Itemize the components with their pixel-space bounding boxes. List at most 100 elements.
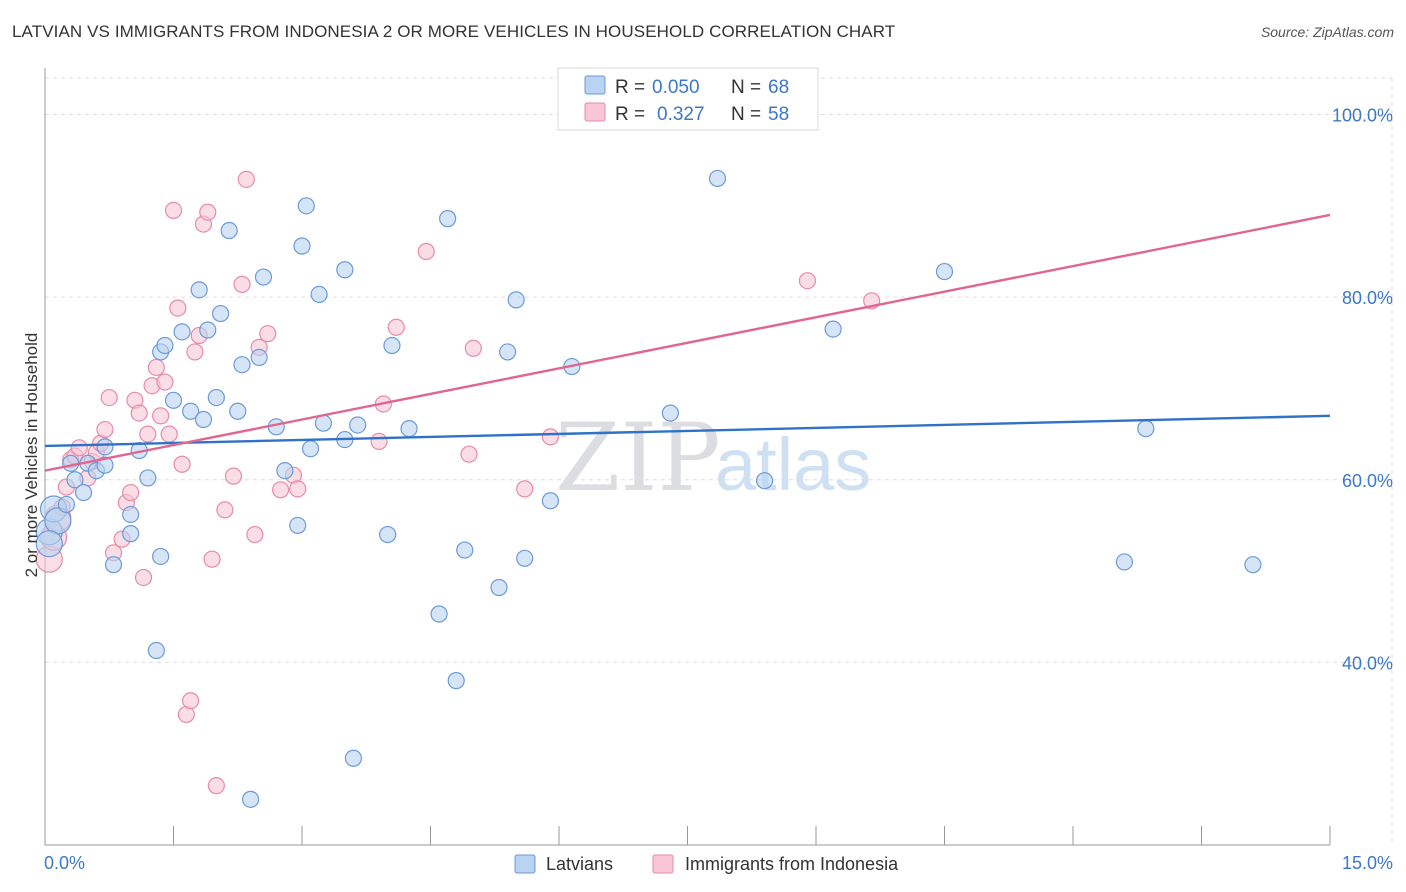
point-indonesia-50 [387, 318, 405, 336]
point-indonesia-44 [259, 325, 277, 343]
point-latvians-45 [349, 416, 367, 434]
point-indonesia-56 [798, 272, 817, 290]
point-latvians-5 [66, 471, 84, 489]
point-latvians-53 [490, 578, 508, 597]
x-tick-labels: 0.0% 15.0% [44, 853, 1393, 873]
point-latvians-64 [1115, 553, 1134, 571]
point-latvians-51 [447, 672, 465, 690]
x-tick-label-0: 0.0% [44, 853, 85, 873]
point-latvians-9 [96, 438, 114, 456]
point-latvians-37 [293, 237, 311, 255]
bottom-legend-swatch-latvians [514, 854, 536, 874]
point-indonesia-36 [203, 550, 221, 568]
point-indonesia-24 [152, 407, 170, 425]
point-indonesia-29 [173, 455, 191, 473]
point-latvians-38 [297, 197, 315, 215]
point-latvians-27 [212, 304, 230, 323]
point-latvians-32 [250, 348, 268, 367]
legend-r-value-latvians: 0.050 [652, 77, 700, 98]
point-indonesia-12 [96, 420, 114, 439]
point-latvians-44 [344, 749, 362, 767]
point-latvians-35 [276, 462, 294, 480]
y-tick-label-1: 60.0% [1342, 471, 1393, 491]
point-indonesia-26 [160, 425, 178, 443]
point-indonesia-54 [516, 480, 534, 498]
legend-r-value-indonesia: 0.327 [657, 104, 705, 125]
legend-n-label-indonesia: N = [731, 104, 761, 125]
point-latvians-10 [96, 456, 114, 474]
point-latvians-24 [194, 410, 213, 429]
point-latvians-40 [310, 285, 328, 304]
point-indonesia-37 [207, 777, 225, 795]
y-tick-label-0: 40.0% [1342, 653, 1393, 673]
bottom-legend-latvians: Latvians [546, 854, 613, 874]
point-indonesia-23 [147, 358, 165, 377]
point-latvians-21 [173, 323, 191, 341]
trend-line-latvians [44, 414, 1331, 448]
point-indonesia-21 [139, 425, 157, 443]
point-latvians-39 [301, 440, 320, 458]
point-indonesia-35 [199, 203, 217, 221]
legend-r-label-latvians: R = [615, 77, 645, 98]
point-indonesia-51 [417, 242, 435, 261]
point-indonesia-55 [541, 428, 560, 446]
point-indonesia-20 [134, 568, 153, 587]
point-latvians-55 [507, 291, 525, 309]
point-latvians-28 [220, 221, 238, 240]
point-indonesia-39 [224, 467, 243, 485]
point-latvians-65 [1137, 420, 1155, 438]
series-legend: Latvians Immigrants from Indonesia [514, 854, 899, 874]
y-tick-labels: 40.0% 60.0% 80.0% 100.0% [1332, 106, 1393, 674]
point-latvians-48 [400, 420, 418, 438]
point-latvians-36 [289, 516, 307, 535]
point-latvians-52 [456, 541, 474, 559]
point-indonesia-27 [164, 201, 183, 219]
point-latvians-6 [74, 483, 93, 502]
point-indonesia-32 [186, 343, 204, 361]
trend-lines [44, 213, 1331, 472]
point-indonesia-47 [289, 480, 307, 498]
source-credit: Source: ZipAtlas.com [1260, 24, 1394, 40]
point-latvians-31 [242, 790, 260, 808]
point-latvians-33 [254, 268, 273, 286]
point-indonesia-40 [233, 275, 251, 293]
point-latvians-13 [122, 525, 140, 543]
point-latvians-66 [1244, 556, 1262, 574]
point-indonesia-45 [271, 481, 290, 499]
point-latvians-60 [708, 169, 727, 188]
point-indonesia-28 [169, 299, 187, 317]
legend-swatch-indonesia [584, 102, 606, 122]
legend-n-value-latvians: 68 [768, 77, 789, 98]
point-latvians-57 [541, 492, 560, 510]
y-tick-label-3: 100.0% [1332, 106, 1393, 126]
bottom-legend-indonesia: Immigrants from Indonesia [685, 854, 899, 874]
point-latvians-26 [207, 388, 225, 407]
point-latvians-50 [439, 210, 457, 228]
y-axis-label: 2 or more Vehicles in Household [22, 333, 41, 578]
latvians-points [35, 169, 1262, 808]
point-latvians-49 [430, 605, 448, 623]
point-latvians-61 [755, 472, 774, 490]
point-indonesia-31 [182, 692, 200, 710]
point-indonesia-19 [130, 404, 148, 422]
point-indonesia-42 [246, 525, 264, 544]
point-latvians-12 [122, 505, 140, 524]
point-latvians-20 [164, 391, 183, 409]
point-latvians-22 [182, 402, 200, 420]
point-indonesia-38 [216, 501, 234, 519]
legend-swatch-latvians [584, 75, 606, 95]
point-latvians-56 [516, 549, 534, 567]
point-latvians-29 [229, 402, 247, 420]
x-tick-label-1: 15.0% [1342, 853, 1393, 873]
point-latvians-62 [824, 320, 842, 338]
legend-n-value-indonesia: 58 [768, 104, 789, 125]
point-latvians-43 [336, 261, 354, 279]
legend-r-label-indonesia: R = [615, 104, 645, 125]
point-latvians-16 [147, 641, 165, 660]
point-latvians-11 [104, 556, 123, 574]
point-latvians-15 [139, 469, 157, 487]
point-indonesia-48 [370, 432, 388, 451]
axes [44, 68, 1331, 846]
point-indonesia-17 [122, 483, 140, 502]
point-latvians-3 [57, 495, 76, 514]
